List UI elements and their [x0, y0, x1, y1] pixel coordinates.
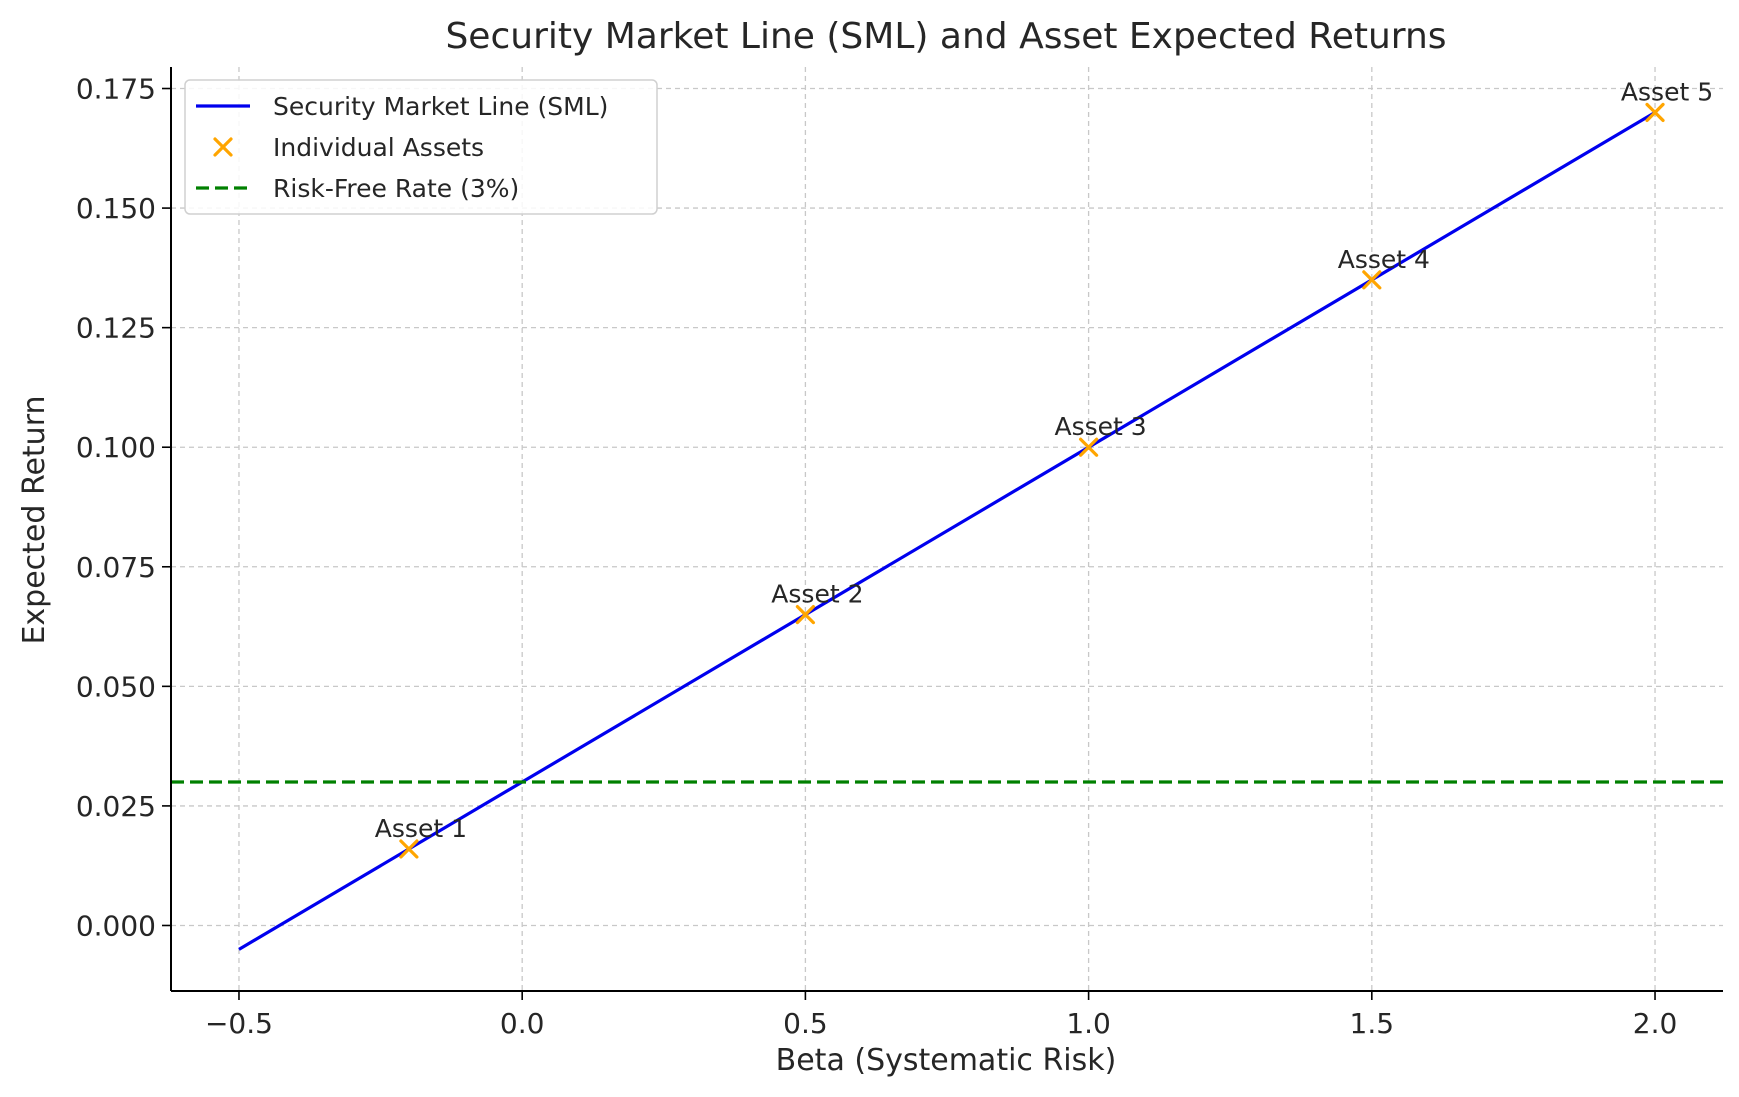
x-axis-title: Beta (Systematic Risk): [776, 1043, 1117, 1078]
y-tick-label: 0.075: [76, 551, 156, 584]
legend-label: Individual Assets: [273, 133, 484, 162]
asset-marker: [1362, 270, 1382, 290]
sml-line: [238, 111, 1656, 951]
axes: −0.5 0.0 0.5 1.0 1.5 2.0 0.000 0.025 0.050 0.075 0…: [76, 67, 1723, 1040]
asset-marker: [795, 605, 815, 625]
y-tick-label: 0.175: [76, 73, 156, 106]
x-tick-label: 1.5: [1350, 1007, 1395, 1040]
x-tick-label: 2.0: [1633, 1007, 1678, 1040]
grid: [171, 67, 1723, 991]
asset-label: Asset 2: [771, 580, 863, 609]
y-tick-label: 0.025: [76, 790, 156, 823]
chart-title: Security Market Line (SML) and Asset Exp…: [445, 16, 1446, 57]
x-tick-label: 0.5: [783, 1007, 828, 1040]
y-tick-label: 0.100: [76, 431, 156, 464]
asset-point: [1362, 270, 1382, 290]
asset-point: [1645, 102, 1665, 123]
asset-label: Asset 5: [1621, 77, 1713, 106]
asset-label: Asset 1: [375, 814, 467, 843]
y-tick-label: 0.150: [76, 192, 156, 225]
asset-marker: [1645, 102, 1665, 123]
y-tick-label: 0.050: [76, 670, 156, 703]
asset-label: Asset 3: [1055, 412, 1147, 441]
legend-swatch-assets: [213, 137, 233, 157]
x-tick-label: 0.0: [500, 1007, 545, 1040]
plot-series: Asset 1 Asset 2 Asset 3 Asset 4 Asset 5: [171, 77, 1723, 951]
asset-label: Asset 4: [1338, 245, 1430, 274]
x-tick-label: 1.0: [1066, 1007, 1111, 1040]
y-tick-label: 0.000: [76, 909, 156, 942]
asset-marker: [399, 839, 419, 859]
legend-box: [184, 79, 658, 215]
legend-label: Risk-Free Rate (3%): [273, 174, 519, 203]
asset-point: [399, 839, 419, 859]
asset-marker: [1079, 437, 1099, 457]
asset-point: [795, 605, 815, 625]
y-axis-title: Expected Return: [17, 395, 52, 644]
legend: Security Market Line (SML) Individual Ass…: [184, 79, 658, 215]
x-tick-label: −0.5: [205, 1007, 273, 1040]
legend-label: Security Market Line (SML): [273, 92, 608, 121]
asset-point: [1079, 437, 1099, 457]
legend-marker: [213, 137, 233, 157]
y-tick-label: 0.125: [76, 312, 156, 345]
